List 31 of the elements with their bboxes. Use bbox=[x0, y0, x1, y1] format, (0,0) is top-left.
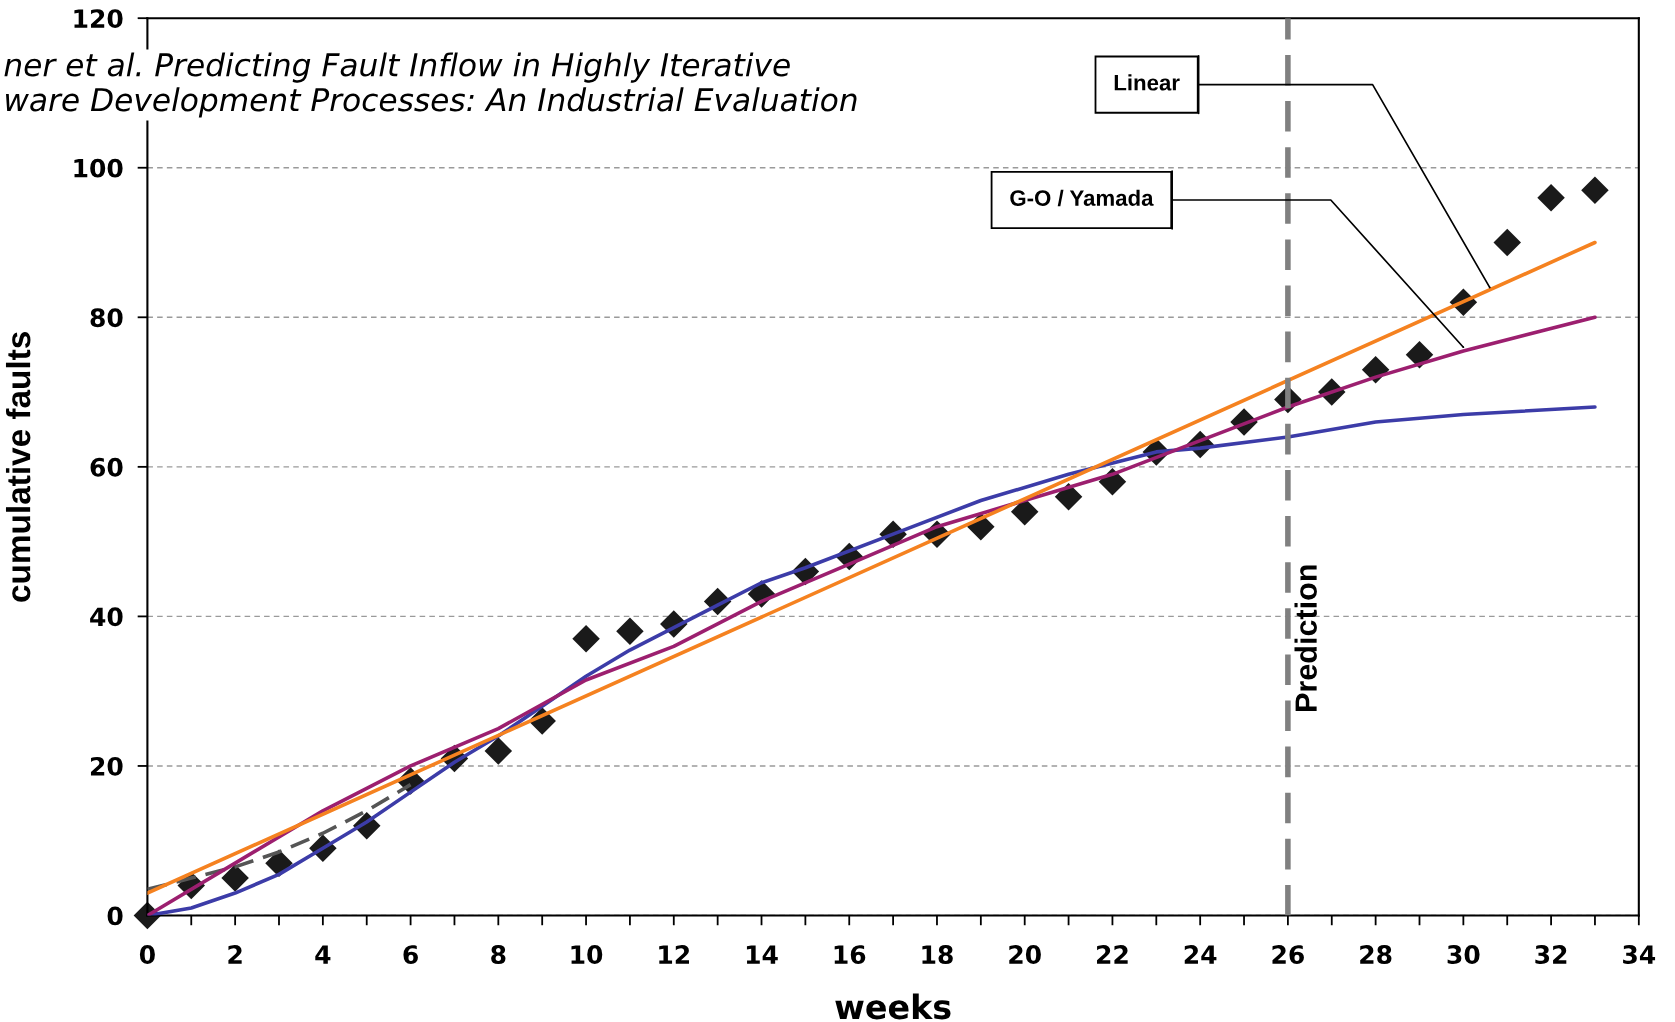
y-tick-label: 100 bbox=[74, 158, 123, 178]
x-tick-label: 26 bbox=[1272, 945, 1304, 965]
x-tick-label: 2 bbox=[228, 945, 242, 964]
y-tick-label: 20 bbox=[90, 756, 123, 776]
x-axis-title: weeks bbox=[835, 993, 951, 1020]
y-tick-label: 120 bbox=[74, 9, 123, 29]
annotation: Linear bbox=[1114, 74, 1180, 91]
x-tick-label: 12 bbox=[659, 945, 690, 964]
x-tick-label: 0 bbox=[139, 945, 155, 965]
x-tick-label: 30 bbox=[1447, 945, 1480, 965]
annotation: G-O / Yamada bbox=[1010, 189, 1154, 207]
y-tick-label: 40 bbox=[90, 607, 123, 627]
x-tick-label: 20 bbox=[1009, 945, 1041, 965]
x-tick-label: 16 bbox=[834, 945, 866, 965]
x-tick-label: 14 bbox=[746, 945, 778, 964]
x-tick-label: 8 bbox=[491, 945, 506, 965]
y-tick-label: 80 bbox=[90, 308, 123, 328]
x-tick-label: 6 bbox=[403, 945, 418, 965]
y-tick-label: 60 bbox=[90, 457, 123, 477]
annotation: ner et al. Predicting Fault Inflow in Highly Iterative ware Development Processes: An Industrial Evaluation bbox=[4, 52, 857, 118]
y-tick-label: 0 bbox=[107, 906, 123, 926]
x-tick-label: 10 bbox=[571, 945, 603, 965]
ref-line-label: Prediction bbox=[1294, 565, 1317, 711]
x-tick-label: 32 bbox=[1535, 945, 1567, 965]
x-tick-label: 24 bbox=[1184, 945, 1217, 964]
y-axis-title: cumulative faults bbox=[5, 332, 31, 602]
x-tick-label: 22 bbox=[1097, 945, 1128, 964]
x-tick-label: 18 bbox=[922, 945, 953, 965]
x-tick-label: 4 bbox=[315, 945, 331, 964]
x-tick-label: 28 bbox=[1360, 945, 1392, 965]
x-tick-label: 34 bbox=[1623, 945, 1656, 965]
